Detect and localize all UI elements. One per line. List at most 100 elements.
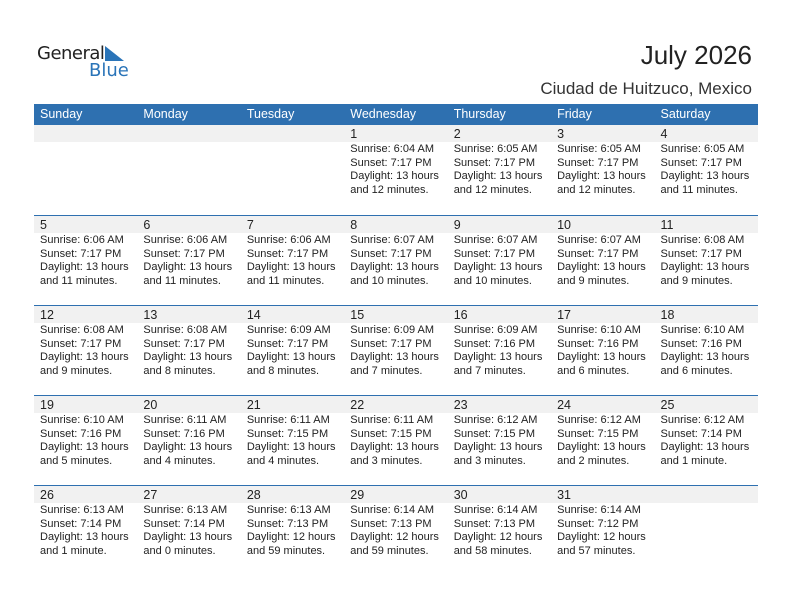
day-number: 23 [447, 396, 552, 413]
day-number: 31 [551, 486, 655, 503]
day-cell: 24 Sunrise: 6:12 AM Sunset: 7:15 PM Dayligh… [551, 396, 655, 485]
day-number: 19 [34, 396, 138, 413]
sunset-text: Sunset: 7:17 PM [557, 247, 639, 260]
weekday-wednesday: Wednesday [350, 107, 417, 121]
daylight2-text: and 11 minutes. [40, 274, 118, 287]
day-number [654, 486, 758, 503]
sunrise-text: Sunrise: 6:13 AM [143, 504, 228, 516]
day-number: 27 [137, 486, 241, 503]
daylight2-text: and 6 minutes. [557, 364, 630, 377]
sunset-text: Sunset: 7:17 PM [350, 247, 432, 260]
sunrise-text: Sunrise: 6:08 AM [660, 234, 745, 246]
day-number: 10 [551, 216, 655, 233]
sunrise-text: Sunrise: 6:06 AM [40, 234, 124, 246]
daylight2-text: and 9 minutes. [660, 274, 733, 287]
day-cell [654, 486, 758, 575]
logo-blue: Blue [89, 60, 129, 81]
day-number: 16 [447, 306, 552, 323]
day-cell: 23 Sunrise: 6:12 AM Sunset: 7:15 PM Dayligh… [447, 396, 552, 485]
daylight1-text: Daylight: 13 hours [660, 351, 750, 363]
day-cell: 14 Sunrise: 6:09 AM Sunset: 7:17 PM Dayligh… [240, 306, 345, 395]
daylight2-text: and 12 minutes. [350, 183, 429, 196]
sunset-text: Sunset: 7:16 PM [557, 337, 639, 350]
daylight1-text: Daylight: 13 hours [40, 351, 129, 363]
daylight1-text: Daylight: 13 hours [143, 441, 233, 453]
day-number: 15 [344, 306, 448, 323]
sunrise-text: Sunrise: 6:07 AM [453, 234, 538, 246]
weekday-tuesday: Tuesday [246, 107, 295, 121]
sunrise-text: Sunrise: 6:07 AM [350, 234, 435, 246]
day-cell: 5 Sunrise: 6:06 AM Sunset: 7:17 PM Daylight… [34, 216, 138, 305]
day-number: 26 [34, 486, 138, 503]
daylight1-text: Daylight: 13 hours [453, 261, 543, 273]
sunset-text: Sunset: 7:17 PM [40, 247, 122, 260]
weekday-header: Sunday Monday Tuesday Wednesday Thursday Frid… [34, 104, 758, 125]
daylight1-text: Daylight: 13 hours [557, 441, 646, 453]
daylight2-text: and 4 minutes. [143, 454, 216, 467]
sunrise-text: Sunrise: 6:06 AM [246, 234, 331, 246]
sunrise-text: Sunrise: 6:08 AM [40, 324, 124, 336]
sunrise-text: Sunrise: 6:12 AM [453, 414, 538, 426]
day-number: 13 [137, 306, 241, 323]
logo-triangle-icon [105, 46, 124, 61]
sunset-text: Sunset: 7:17 PM [350, 337, 432, 350]
sunset-text: Sunset: 7:17 PM [246, 247, 329, 260]
day-cell: 8 Sunrise: 6:07 AM Sunset: 7:17 PM Daylight… [344, 216, 448, 305]
daylight1-text: Daylight: 13 hours [557, 261, 646, 273]
daylight2-text: and 9 minutes. [40, 364, 113, 377]
sunrise-text: Sunrise: 6:14 AM [350, 504, 435, 516]
sunrise-text: Sunrise: 6:05 AM [557, 143, 641, 155]
daylight2-text: and 59 minutes. [246, 544, 326, 557]
daylight1-text: Daylight: 13 hours [453, 170, 543, 182]
daylight1-text: Daylight: 13 hours [350, 441, 439, 453]
daylight2-text: and 9 minutes. [557, 274, 630, 287]
daylight2-text: and 7 minutes. [453, 364, 526, 377]
sunrise-text: Sunrise: 6:11 AM [246, 414, 330, 426]
day-cell: 11 Sunrise: 6:08 AM Sunset: 7:17 PM Dayligh… [654, 216, 758, 305]
day-cell: 17 Sunrise: 6:10 AM Sunset: 7:16 PM Dayligh… [551, 306, 655, 395]
day-cell: 26 Sunrise: 6:13 AM Sunset: 7:14 PM Dayligh… [34, 486, 138, 575]
sunset-text: Sunset: 7:17 PM [143, 247, 225, 260]
day-number [34, 125, 138, 142]
sunrise-text: Sunrise: 6:12 AM [660, 414, 745, 426]
sunset-text: Sunset: 7:17 PM [660, 247, 742, 260]
day-cell: 27 Sunrise: 6:13 AM Sunset: 7:14 PM Dayligh… [137, 486, 241, 575]
day-cell: 30 Sunrise: 6:14 AM Sunset: 7:13 PM Dayligh… [447, 486, 552, 575]
daylight1-text: Daylight: 13 hours [40, 261, 129, 273]
daylight2-text: and 3 minutes. [350, 454, 423, 467]
daylight1-text: Daylight: 12 hours [557, 531, 646, 543]
day-number: 29 [344, 486, 448, 503]
day-cell: 16 Sunrise: 6:09 AM Sunset: 7:16 PM Dayligh… [447, 306, 552, 395]
daylight1-text: Daylight: 13 hours [143, 351, 233, 363]
sunrise-text: Sunrise: 6:05 AM [660, 143, 745, 155]
daylight2-text: and 5 minutes. [40, 454, 113, 467]
sunrise-text: Sunrise: 6:09 AM [246, 324, 331, 336]
day-cell: 4 Sunrise: 6:05 AM Sunset: 7:17 PM Daylight… [654, 125, 758, 215]
sunset-text: Sunset: 7:15 PM [246, 427, 329, 440]
daylight2-text: and 1 minute. [660, 454, 728, 467]
daylight1-text: Daylight: 12 hours [350, 531, 439, 543]
sunset-text: Sunset: 7:15 PM [350, 427, 432, 440]
daylight2-text: and 10 minutes. [350, 274, 429, 287]
day-cell: 29 Sunrise: 6:14 AM Sunset: 7:13 PM Dayligh… [344, 486, 448, 575]
sunset-text: Sunset: 7:16 PM [143, 427, 225, 440]
day-number: 22 [344, 396, 448, 413]
daylight2-text: and 58 minutes. [453, 544, 532, 557]
daylight2-text: and 3 minutes. [453, 454, 526, 467]
sunrise-text: Sunrise: 6:11 AM [143, 414, 227, 426]
daylight1-text: Daylight: 13 hours [660, 261, 750, 273]
week-row: 1 Sunrise: 6:04 AM Sunset: 7:17 PM Daylight… [34, 125, 758, 215]
day-cell: 22 Sunrise: 6:11 AM Sunset: 7:15 PM Dayligh… [344, 396, 448, 485]
daylight1-text: Daylight: 13 hours [557, 170, 646, 182]
week-row: 5 Sunrise: 6:06 AM Sunset: 7:17 PM Daylight… [34, 215, 758, 305]
daylight1-text: Daylight: 13 hours [143, 261, 233, 273]
daylight2-text: and 4 minutes. [246, 454, 319, 467]
daylight1-text: Daylight: 13 hours [453, 351, 543, 363]
day-number: 20 [137, 396, 241, 413]
day-number [137, 125, 241, 142]
daylight1-text: Daylight: 13 hours [40, 441, 129, 453]
sunset-text: Sunset: 7:17 PM [453, 247, 536, 260]
sunrise-text: Sunrise: 6:10 AM [40, 414, 124, 426]
daylight1-text: Daylight: 13 hours [350, 170, 439, 182]
day-cell: 28 Sunrise: 6:13 AM Sunset: 7:13 PM Dayligh… [240, 486, 345, 575]
